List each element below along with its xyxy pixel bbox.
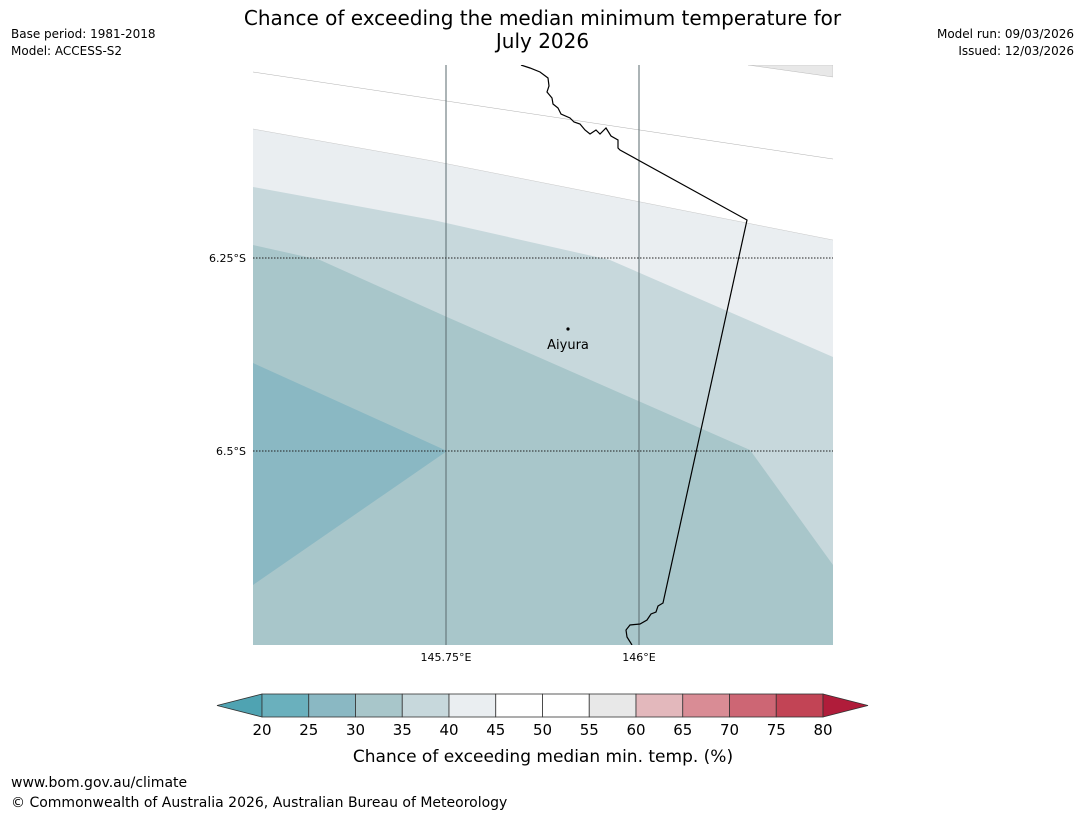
town-label: Aiyura	[547, 338, 589, 353]
colorbar-segment	[635, 693, 684, 718]
title-line-1: Chance of exceeding the median minimum t…	[243, 6, 842, 30]
colorbar-segment	[261, 693, 310, 718]
title-line-2: July 2026	[495, 29, 590, 53]
lon-label-146: 146°E	[622, 651, 655, 664]
colorbar-tick-label: 30	[346, 721, 365, 739]
colorbar-tick-label: 50	[533, 721, 552, 739]
colorbar-tick-label: 45	[486, 721, 505, 739]
contour-line	[253, 71, 833, 160]
colorbar-segment	[729, 693, 777, 718]
band-dark	[253, 363, 447, 585]
lat-label-6-5: 6.5°S	[216, 445, 246, 458]
model-name: Model: ACCESS-S2	[11, 44, 123, 58]
band-mid	[253, 245, 833, 645]
colorbar-tick-label: 80	[813, 721, 832, 739]
issued-date: Issued: 12/03/2026	[958, 44, 1074, 58]
map-area: Aiyura	[253, 65, 833, 645]
border-line	[520, 65, 748, 645]
colorbar-tick-label: 55	[580, 721, 599, 739]
colorbar-tick-label: 20	[252, 721, 271, 739]
meta-left: Base period: 1981-2018 Model: ACCESS-S2	[11, 26, 156, 60]
colorbar: 20 25 30 35 40 45 50 55 60 65 70 75 80	[216, 693, 869, 739]
colorbar-segment	[682, 693, 730, 718]
colorbar-segment	[355, 693, 403, 718]
meta-right: Model run: 09/03/2026 Issued: 12/03/2026	[937, 26, 1074, 60]
colorbar-tick-label: 40	[439, 721, 458, 739]
colorbar-segment	[308, 693, 356, 718]
colorbar-segment	[401, 693, 450, 718]
colorbar-label: Chance of exceeding median min. temp. (%…	[353, 747, 733, 767]
colorbar-segment	[775, 693, 824, 718]
colorbar-segment	[588, 693, 637, 718]
colorbar-segment	[542, 693, 590, 718]
base-period: Base period: 1981-2018	[11, 27, 156, 41]
colorbar-extend-high	[822, 693, 869, 718]
band-upper-grey	[747, 65, 833, 78]
footer-url: www.bom.gov.au/climate	[11, 775, 188, 791]
lon-label-145-75: 145.75°E	[421, 651, 472, 664]
colorbar-tick-label: 65	[673, 721, 692, 739]
lat-label-6-25: 6.25°S	[209, 252, 246, 265]
colorbar-tick-label: 60	[626, 721, 645, 739]
colorbar-extend-low	[216, 693, 263, 718]
model-run: Model run: 09/03/2026	[936, 27, 1074, 41]
colorbar-segment	[495, 693, 543, 718]
contour-line-2	[253, 128, 833, 241]
colorbar-tick-label: 25	[299, 721, 318, 739]
colorbar-tick-label: 70	[720, 721, 739, 739]
colorbar-segment	[448, 693, 497, 718]
chart-title: Chance of exceeding the median minimum t…	[170, 7, 915, 53]
colorbar-tick-label: 35	[393, 721, 412, 739]
footer-copyright: © Commonwealth of Australia 2026, Austra…	[11, 795, 508, 811]
town-marker	[566, 327, 570, 331]
colorbar-tick-label: 75	[767, 721, 786, 739]
